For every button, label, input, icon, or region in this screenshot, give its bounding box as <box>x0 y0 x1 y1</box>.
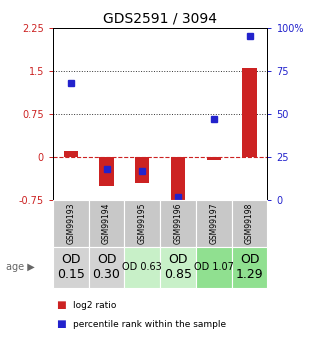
Text: GSM99196: GSM99196 <box>174 203 183 244</box>
Text: percentile rank within the sample: percentile rank within the sample <box>73 320 226 329</box>
Text: ■: ■ <box>56 319 66 329</box>
Text: ■: ■ <box>56 300 66 310</box>
Text: GSM99194: GSM99194 <box>102 203 111 244</box>
Bar <box>63 151 78 157</box>
Text: GSM99195: GSM99195 <box>138 203 147 244</box>
Text: OD
0.15: OD 0.15 <box>57 253 85 282</box>
Bar <box>207 157 221 160</box>
Text: log2 ratio: log2 ratio <box>73 301 116 310</box>
Title: GDS2591 / 3094: GDS2591 / 3094 <box>103 11 217 25</box>
Text: GSM99193: GSM99193 <box>66 203 75 244</box>
Text: age ▶: age ▶ <box>6 263 35 272</box>
Text: OD
0.30: OD 0.30 <box>93 253 120 282</box>
Bar <box>242 68 257 157</box>
Bar <box>135 157 150 183</box>
Text: GSM99197: GSM99197 <box>209 203 218 244</box>
Text: OD 0.63: OD 0.63 <box>123 263 162 272</box>
Text: GSM99198: GSM99198 <box>245 203 254 244</box>
Bar <box>171 157 185 206</box>
Bar <box>99 157 114 186</box>
Text: OD 1.07: OD 1.07 <box>194 263 234 272</box>
Text: OD
0.85: OD 0.85 <box>164 253 192 282</box>
Text: OD
1.29: OD 1.29 <box>236 253 263 282</box>
